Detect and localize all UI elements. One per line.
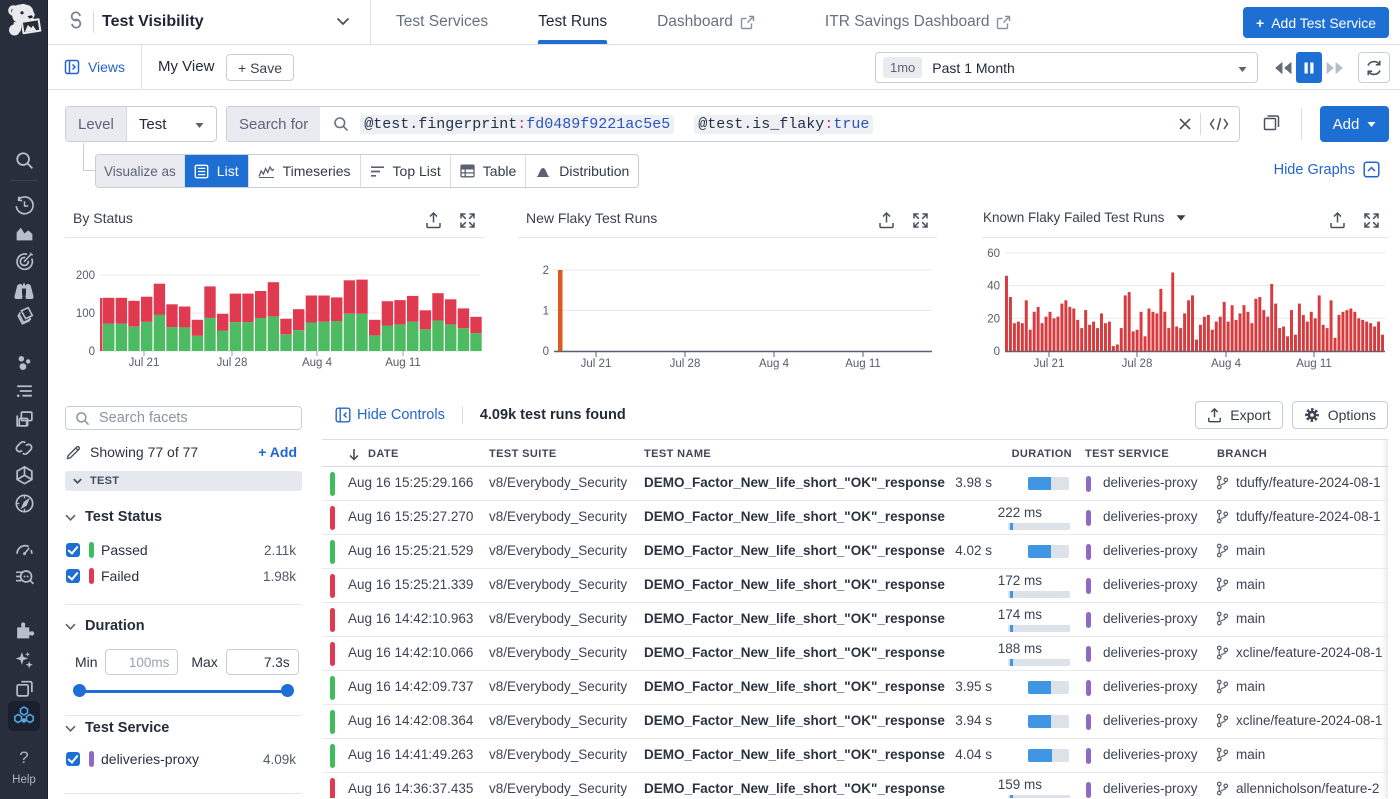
svg-text:100: 100	[76, 308, 95, 320]
svg-text:Aug 4: Aug 4	[759, 358, 790, 370]
svg-text:1: 1	[543, 306, 549, 318]
svg-text:Jul 21: Jul 21	[1034, 358, 1065, 370]
svg-text:Aug 11: Aug 11	[385, 357, 421, 369]
svg-text:20: 20	[987, 313, 1000, 325]
svg-text:Aug 4: Aug 4	[302, 357, 333, 369]
svg-text:40: 40	[987, 281, 1000, 293]
svg-text:Jul 28: Jul 28	[217, 357, 248, 369]
svg-text:Jul 28: Jul 28	[1122, 358, 1153, 370]
svg-text:Aug 11: Aug 11	[845, 358, 881, 370]
svg-text:0: 0	[994, 346, 1000, 358]
svg-text:Jul 28: Jul 28	[670, 358, 701, 370]
svg-text:60: 60	[987, 248, 1000, 260]
svg-text:Jul 21: Jul 21	[581, 358, 612, 370]
svg-text:2: 2	[543, 265, 549, 277]
svg-text:Aug 4: Aug 4	[1211, 358, 1242, 370]
svg-text:Jul 21: Jul 21	[129, 357, 160, 369]
svg-text:0: 0	[89, 346, 95, 358]
svg-text:Aug 11: Aug 11	[1296, 358, 1332, 370]
svg-text:0: 0	[543, 346, 549, 358]
svg-text:200: 200	[76, 270, 95, 282]
